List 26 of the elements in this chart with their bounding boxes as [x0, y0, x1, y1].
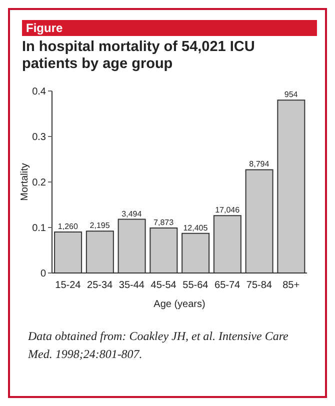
annotation: 1,260	[58, 222, 78, 232]
annotation: 7,873	[154, 218, 174, 227]
y-tick-label: 0.4	[32, 86, 46, 98]
y-tick-label: 0	[40, 268, 46, 280]
annotation: 3,494	[122, 209, 142, 218]
y-tick-label: 0.2	[32, 178, 46, 189]
annotation: 8,794	[249, 160, 270, 169]
x-tick-label: 85+	[282, 280, 300, 292]
annotation: 17,046	[215, 206, 240, 215]
y-tick-label: 0.1	[32, 223, 46, 234]
text: Data obtained from: Coakley JH, et al. Intensive Care Med. 1998;24:801-807.	[28, 328, 290, 363]
chart-title: In hospital mortality of 54,021 ICU patients by age group	[22, 39, 256, 73]
annotation: 2,195	[90, 221, 110, 230]
annotation: 12,405	[183, 223, 208, 232]
y-axis-title: Mortality	[20, 163, 31, 201]
x-tick-label: 25-34	[87, 280, 114, 292]
x-tick-label: 35-44	[118, 280, 145, 292]
text: Figure	[22, 20, 317, 36]
x-tick-label: 45-54	[150, 280, 177, 292]
x-tick-label: 15-24	[55, 280, 82, 292]
y-tick-label: 0.3	[32, 132, 46, 144]
x-tick-label: 55-64	[182, 280, 209, 292]
x-tick-label: 65-74	[214, 280, 241, 292]
x-tick-label: 75-84	[246, 280, 272, 292]
annotation: 954	[284, 90, 298, 100]
x-axis-title: Age (years)	[154, 299, 206, 310]
